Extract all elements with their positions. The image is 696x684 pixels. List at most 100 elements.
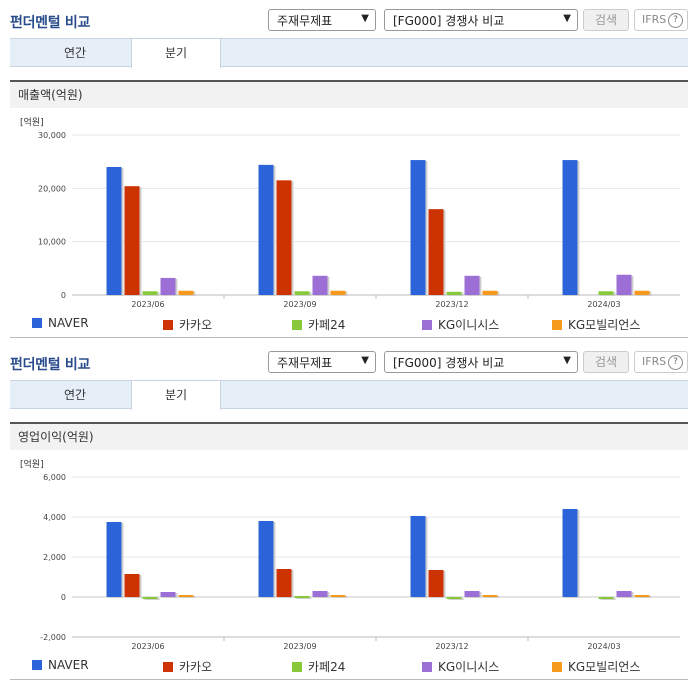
legend-swatch xyxy=(422,320,432,330)
y-tick-label: 10,000 xyxy=(38,238,66,247)
y-tick-label: 30,000 xyxy=(38,131,66,140)
bar-카페24-2023/09 xyxy=(294,596,310,598)
x-tick-label: 2024/03 xyxy=(587,300,620,309)
y-tick-label: 20,000 xyxy=(38,184,66,193)
metric-header: 영업이익(억원) xyxy=(10,422,688,450)
y-tick-label: 4,000 xyxy=(43,513,66,522)
legend-item[interactable]: NAVER xyxy=(32,658,89,672)
bar-KG이니시스-2023/12 xyxy=(464,591,480,597)
bar-NAVER-2024/03 xyxy=(562,509,578,597)
legend-label: KG이니시스 xyxy=(438,318,500,332)
tab-quarterly[interactable]: 분기 xyxy=(131,381,221,410)
legend-label: 카페24 xyxy=(308,318,346,332)
bar-NAVER-2023/12 xyxy=(410,160,426,295)
statement-select[interactable]: 주재무제표 ▼ xyxy=(268,351,376,373)
y-tick-label: 2,000 xyxy=(43,553,66,562)
fundamental-panel-revenue: 펀더멘털 비교 주재무제표 ▼ [FG000] 경쟁사 비교 ▼ 검색 IFRS… xyxy=(0,9,696,338)
legend-label: NAVER xyxy=(48,316,89,330)
metric-header: 매출액(억원) xyxy=(10,80,688,108)
bar-NAVER-2023/09 xyxy=(258,521,274,597)
chevron-down-icon: ▼ xyxy=(563,355,571,366)
legend-item[interactable]: 카페24 xyxy=(292,658,345,675)
legend-swatch xyxy=(552,662,562,672)
y-tick-label: 0 xyxy=(61,593,66,602)
panel-title: 펀더멘털 비교 xyxy=(10,15,91,31)
legend-label: 카카오 xyxy=(179,660,213,674)
legend-item[interactable]: KG모빌리언스 xyxy=(552,316,640,333)
legend-label: KG모빌리언스 xyxy=(568,660,641,674)
bar-카페24-2023/06 xyxy=(142,597,158,599)
legend-swatch xyxy=(422,662,432,672)
legend-swatch xyxy=(32,660,42,670)
panel-title: 펀더멘털 비교 xyxy=(10,357,91,373)
bar-KG모빌리언스-2023/09 xyxy=(330,290,346,295)
comparison-select-value: [FG000] 경쟁사 비교 xyxy=(393,14,505,28)
comparison-select[interactable]: [FG000] 경쟁사 비교 ▼ xyxy=(384,351,578,373)
search-button[interactable]: 검색 xyxy=(583,9,629,31)
x-tick-label: 2023/12 xyxy=(435,642,468,651)
comparison-select[interactable]: [FG000] 경쟁사 비교 ▼ xyxy=(384,9,578,31)
divider xyxy=(10,337,688,338)
bar-KG이니시스-2024/03 xyxy=(616,274,632,295)
bar-카카오-2023/09 xyxy=(276,569,292,597)
tab-annual[interactable]: 연간 xyxy=(63,388,87,402)
legend-item[interactable]: KG모빌리언스 xyxy=(552,658,640,675)
bar-KG모빌리언스-2023/09 xyxy=(330,595,346,597)
unit-label: [억원] xyxy=(20,458,44,470)
x-tick-label: 2023/09 xyxy=(283,642,316,651)
bar-KG모빌리언스-2024/03 xyxy=(634,290,650,295)
bar-카페24-2023/09 xyxy=(294,291,310,295)
legend-item[interactable]: 카카오 xyxy=(163,658,212,675)
chevron-down-icon: ▼ xyxy=(563,13,571,24)
search-button[interactable]: 검색 xyxy=(583,351,629,373)
legend-item[interactable]: NAVER xyxy=(32,316,89,330)
chevron-down-icon: ▼ xyxy=(361,13,369,24)
bar-카카오-2023/06 xyxy=(124,574,140,597)
chart-legend: NAVER 카카오 카페24 KG이니시스 KG모빌리언스 xyxy=(0,658,696,678)
bar-카카오-2023/06 xyxy=(124,186,140,295)
statement-select[interactable]: 주재무제표 ▼ xyxy=(268,9,376,31)
bar-NAVER-2023/12 xyxy=(410,516,426,597)
bar-카페24-2023/06 xyxy=(142,291,158,295)
bar-chart: [억원] 0 10,000 20,000 30,000 2023/06 2023/09 202… xyxy=(20,116,680,309)
bar-카페24-2023/12 xyxy=(446,597,462,599)
bar-카페24-2023/12 xyxy=(446,291,462,295)
ifrs-button[interactable]: IFRS ? xyxy=(634,351,688,373)
period-tabs: 연간 분기 xyxy=(10,38,688,68)
bar-NAVER-2023/06 xyxy=(106,167,122,295)
legend-swatch xyxy=(32,318,42,328)
x-tick-label: 2023/06 xyxy=(131,300,164,309)
tab-annual[interactable]: 연간 xyxy=(63,46,87,60)
chart-legend: NAVER 카카오 카페24 KG이니시스 KG모빌리언스 xyxy=(0,316,696,336)
bar-chart: [억원] -2,000 0 2,000 4,000 6,000 2023/06 2023/09… xyxy=(20,458,680,651)
legend-swatch xyxy=(292,320,302,330)
tab-quarterly[interactable]: 분기 xyxy=(131,39,221,68)
legend-item[interactable]: KG이니시스 xyxy=(422,658,499,675)
legend-label: NAVER xyxy=(48,658,89,672)
x-tick-label: 2023/09 xyxy=(283,300,316,309)
legend-item[interactable]: 카카오 xyxy=(163,316,212,333)
ifrs-label: IFRS xyxy=(642,355,667,368)
bar-KG이니시스-2023/09 xyxy=(312,275,328,295)
bar-KG모빌리언스-2023/06 xyxy=(178,595,194,597)
period-tabs: 연간 분기 xyxy=(10,380,688,410)
statement-select-value: 주재무제표 xyxy=(277,14,333,28)
y-tick-label: 6,000 xyxy=(43,473,66,482)
bar-KG모빌리언스-2024/03 xyxy=(634,595,650,597)
ifrs-label: IFRS xyxy=(642,13,667,26)
help-icon: ? xyxy=(668,355,683,370)
x-tick-label: 2023/06 xyxy=(131,642,164,651)
x-tick-label: 2024/03 xyxy=(587,642,620,651)
legend-item[interactable]: KG이니시스 xyxy=(422,316,499,333)
bar-KG모빌리언스-2023/06 xyxy=(178,290,194,295)
bar-KG이니시스-2023/06 xyxy=(160,277,176,295)
legend-label: KG모빌리언스 xyxy=(568,318,641,332)
bar-KG이니시스-2023/06 xyxy=(160,592,176,597)
bar-카페24-2024/03 xyxy=(598,597,614,599)
ifrs-button[interactable]: IFRS ? xyxy=(634,9,688,31)
help-icon: ? xyxy=(668,13,683,28)
bar-카카오-2023/12 xyxy=(428,209,444,295)
bar-KG이니시스-2023/12 xyxy=(464,275,480,295)
bar-카페24-2024/03 xyxy=(598,291,614,295)
legend-item[interactable]: 카페24 xyxy=(292,316,345,333)
